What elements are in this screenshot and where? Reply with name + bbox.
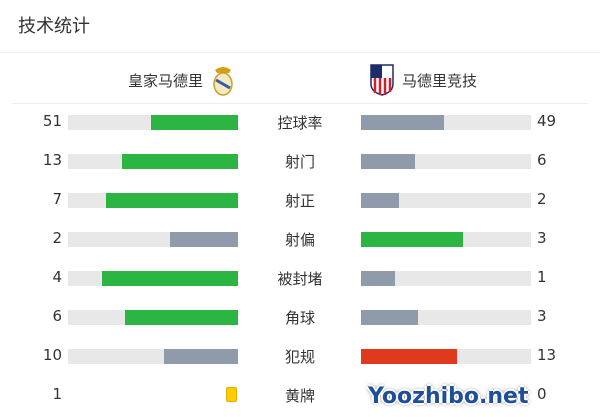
home-value: 4 xyxy=(52,268,62,286)
away-value: 2 xyxy=(537,190,547,208)
home-value: 1 xyxy=(52,385,62,403)
stat-row: 7 射正 2 xyxy=(0,190,600,210)
stat-row: 10 犯规 13 xyxy=(0,346,600,366)
away-bar-fill xyxy=(361,271,395,286)
away-value: 49 xyxy=(537,112,557,130)
stat-label: 黄牌 xyxy=(284,387,315,405)
home-bar xyxy=(68,154,238,169)
home-bar xyxy=(68,232,238,247)
away-bar-fill xyxy=(361,232,463,247)
home-team-name: 皇家马德里 xyxy=(128,71,204,90)
page-title: 技术统计 xyxy=(18,16,90,37)
away-bar xyxy=(361,310,531,325)
home-team: 皇家马德里 xyxy=(128,64,235,96)
home-bar-fill xyxy=(124,310,238,325)
away-value: 3 xyxy=(537,307,547,325)
away-team-name: 马德里竞技 xyxy=(402,71,478,90)
home-bar-fill xyxy=(121,154,238,169)
away-bar xyxy=(361,154,531,169)
away-bar-fill xyxy=(361,154,415,169)
home-value: 2 xyxy=(52,229,62,247)
home-bar-fill xyxy=(170,232,238,247)
away-value: 1 xyxy=(537,268,547,286)
home-value: 10 xyxy=(42,346,62,364)
away-value: 0 xyxy=(537,385,547,403)
stat-label: 控球率 xyxy=(277,114,323,132)
stat-row: 2 射偏 3 xyxy=(0,229,600,249)
home-bar xyxy=(68,193,238,208)
away-bar-fill xyxy=(361,310,418,325)
away-bar-fill xyxy=(361,349,458,364)
stat-row: 1 黄牌 0 xyxy=(0,385,600,405)
away-bar xyxy=(361,232,531,247)
away-value: 6 xyxy=(537,151,547,169)
away-bar-fill xyxy=(361,193,399,208)
real-madrid-crest-icon xyxy=(213,67,233,96)
away-value: 13 xyxy=(537,346,557,364)
home-bar-fill xyxy=(102,271,238,286)
stat-row: 13 射门 6 xyxy=(0,151,600,171)
away-bar xyxy=(361,271,531,286)
home-bar xyxy=(68,310,238,325)
stat-label: 角球 xyxy=(284,309,315,327)
home-bar-fill xyxy=(105,193,238,208)
home-bar xyxy=(68,115,238,130)
stat-label: 犯规 xyxy=(284,348,315,366)
stat-label: 射门 xyxy=(284,153,315,171)
away-bar xyxy=(361,193,531,208)
stat-row: 51 控球率 49 xyxy=(0,112,600,132)
away-value: 3 xyxy=(537,229,547,247)
stat-row: 4 被封堵 1 xyxy=(0,268,600,288)
home-value: 7 xyxy=(52,190,62,208)
stat-label: 被封堵 xyxy=(277,270,323,288)
home-bar xyxy=(68,349,238,364)
divider xyxy=(12,103,588,104)
yellow-card-icon xyxy=(226,387,237,402)
away-bar xyxy=(361,349,531,364)
home-value: 13 xyxy=(42,151,62,169)
stat-row: 6 角球 3 xyxy=(0,307,600,327)
home-value: 51 xyxy=(42,112,62,130)
away-bar xyxy=(361,115,531,130)
stat-label: 射正 xyxy=(284,192,315,210)
atletico-madrid-crest-icon xyxy=(370,64,394,96)
divider xyxy=(0,52,600,53)
away-team: 马德里竞技 xyxy=(370,64,477,96)
home-bar-fill xyxy=(164,349,238,364)
home-bar xyxy=(68,271,238,286)
stat-label: 射偏 xyxy=(284,231,315,249)
away-bar-fill xyxy=(361,115,445,130)
watermark: Yoozhibo.net xyxy=(368,384,529,409)
home-value: 6 xyxy=(52,307,62,325)
home-bar-fill xyxy=(151,115,238,130)
